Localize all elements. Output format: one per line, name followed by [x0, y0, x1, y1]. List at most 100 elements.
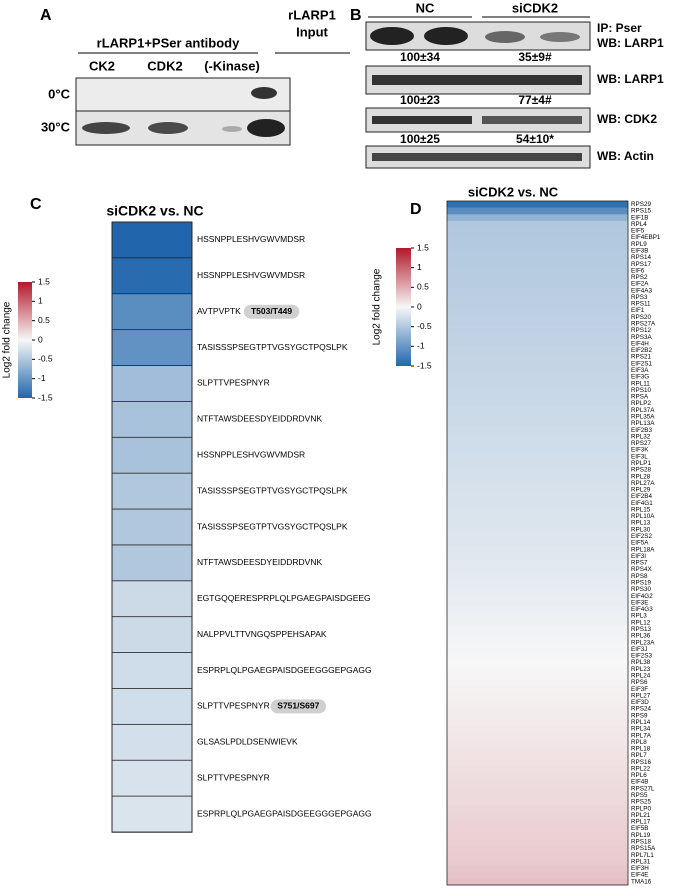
row-label: EIF3F: [631, 686, 648, 693]
heatmap-cell: [447, 539, 628, 547]
row-label: HSSNPPLESHVGWVMDSR: [197, 234, 305, 244]
row-label: RPS18: [631, 839, 651, 846]
heatmap-cell: [447, 639, 628, 647]
heatmap-cell: [447, 606, 628, 614]
heatmap-cell: [447, 459, 628, 467]
row-label: EIF2B3: [631, 427, 652, 434]
quantification: 100±25: [400, 132, 440, 146]
colorbar-tick-label: -1.5: [38, 392, 53, 402]
band: [148, 122, 188, 134]
row-label: RPL23A: [631, 639, 655, 646]
row-label: RPL23: [631, 666, 651, 673]
heatmap-cell: [111, 365, 193, 403]
heatmap-cell: [447, 798, 628, 806]
heatmap-cell: [447, 699, 628, 706]
row-label: RPL15: [631, 506, 651, 513]
heatmap-cell: [447, 274, 628, 281]
quantification: 54±10*: [516, 132, 554, 146]
lane-label: CDK2: [147, 58, 182, 73]
colorbar-tick-label: 0: [417, 301, 422, 311]
row-label: EIF3I: [631, 553, 646, 560]
heatmap-cell: [447, 333, 628, 341]
heatmap-cell: [447, 838, 628, 846]
heatmap-cell: [447, 313, 628, 321]
heatmap-cell: [447, 214, 628, 222]
colorbar-tick-label: 0.5: [417, 282, 429, 292]
row-label: RPL21: [631, 812, 651, 819]
row-label: EIF6: [631, 267, 645, 274]
row-label: HSSNPPLESHVGWVMDSR: [197, 270, 305, 280]
row-label: RPL13A: [631, 420, 655, 427]
heatmap-cell: [447, 347, 628, 355]
heatmap-cell: [447, 546, 628, 554]
heatmap-cell: [447, 785, 628, 793]
heatmap-cell: [447, 858, 628, 866]
heatmap-cell: [447, 533, 628, 540]
row-label: RPS27L: [631, 785, 655, 792]
row-label: RPL12: [631, 619, 651, 626]
panel-label: C: [30, 196, 42, 213]
site-tag-bg: [270, 699, 327, 714]
row-label: RPL3: [631, 613, 647, 620]
row-label: RPLP0: [631, 805, 651, 812]
heatmap-cell: [447, 353, 628, 361]
row-label: RPLP2: [631, 400, 651, 407]
heatmap-cell: [447, 420, 628, 428]
row-label: EIF3E: [631, 599, 649, 606]
heatmap-cell: [447, 413, 628, 421]
row-label: RPL30: [631, 526, 651, 533]
heatmap-cell: [111, 401, 193, 438]
row-label: RPS14: [631, 254, 651, 261]
heatmap-cell: [447, 360, 628, 368]
row-label: RPS17: [631, 261, 651, 268]
row-label: RPL14: [631, 719, 651, 726]
heatmap-cell: [447, 380, 628, 388]
heatmap-cell: [447, 493, 628, 501]
heatmap-cell: [111, 329, 193, 367]
heatmap-cell: [447, 220, 628, 228]
row-label: RPL17: [631, 819, 651, 826]
row-label: RPS4X: [631, 566, 652, 573]
row-label: EIF4G2: [631, 593, 653, 600]
row-label: SLPTTVPESPNYR: [197, 701, 270, 711]
quantification: 35±9#: [518, 50, 552, 64]
heatmap-cell: [447, 725, 628, 733]
heatmap-cell: [447, 453, 628, 461]
heatmap-cell: [447, 818, 628, 826]
row-label: EIF3L: [631, 453, 648, 460]
panel-label: B: [350, 7, 362, 24]
row-label: RPL19: [631, 832, 651, 839]
row-label: RPS2: [631, 274, 648, 281]
colorbar-tick-label: -1.5: [417, 360, 432, 370]
heatmap-cell: [447, 811, 628, 819]
row-label: RPLP1: [631, 460, 651, 467]
row-label: RPL24: [631, 672, 651, 679]
row-label: RPS10: [631, 387, 651, 394]
row-label: RPL28: [631, 473, 651, 480]
heatmap-cell: [447, 572, 628, 580]
heatmap-cell: [447, 234, 628, 242]
quantification: 77±4#: [518, 93, 552, 107]
heatmap-cell: [447, 240, 628, 248]
row-label: EIF3B: [631, 247, 649, 254]
heatmap-cell: [447, 254, 628, 262]
row-label: RPS13: [631, 626, 651, 633]
row-label: ESPRPLQLPGAEGPAISDGEEGGGEPGAGG: [197, 665, 372, 675]
heatmap-cell: [447, 652, 628, 660]
row-label: EIF1: [631, 307, 645, 314]
band: [372, 116, 472, 124]
row-label: RPS16: [631, 759, 651, 766]
row-label: EIF2B2: [631, 347, 652, 354]
row-label: EIF4G1: [631, 500, 653, 507]
row-label: EIF3H: [631, 865, 649, 872]
heatmap-cell: [111, 688, 193, 726]
heatmap-title: siCDK2 vs. NC: [468, 184, 559, 199]
row-label: RPS9: [631, 712, 648, 719]
row-label: NTFTAWSDEESDYEIDDRDVNK: [197, 557, 322, 567]
heatmap-cell: [447, 201, 628, 208]
heatmap-cell: [447, 825, 628, 833]
row-label: RPL34: [631, 726, 651, 733]
row-label: RPL27A: [631, 480, 655, 487]
row-label: RPS12: [631, 327, 651, 334]
row-label: RPS6: [631, 679, 648, 686]
